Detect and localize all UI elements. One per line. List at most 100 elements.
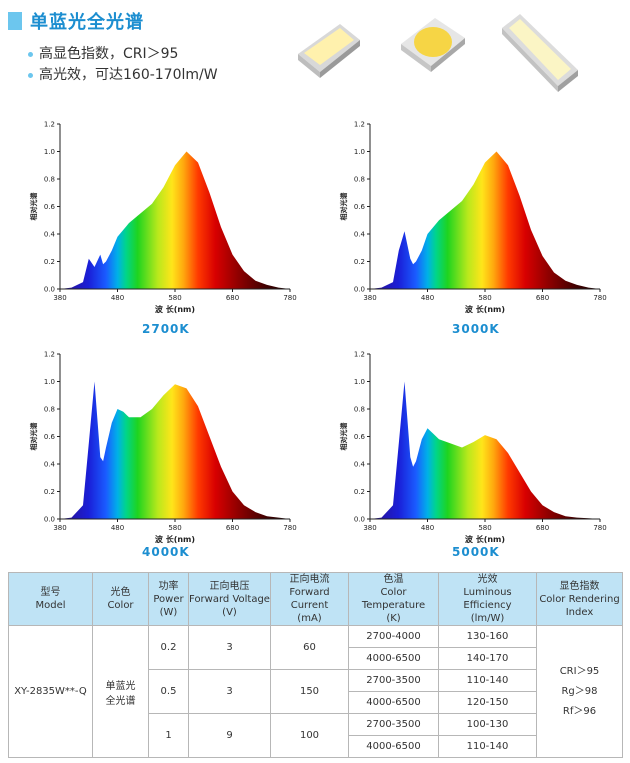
cell-current: 150 xyxy=(270,669,349,714)
x-axis-label: 波 长(nm) xyxy=(465,304,505,314)
x-tick-label: 480 xyxy=(111,524,124,532)
cell-model: XY-2835W**-Q xyxy=(8,625,93,758)
y-tick-label: 0.2 xyxy=(354,258,365,266)
y-tick-label: 1.2 xyxy=(354,351,365,359)
x-tick-label: 480 xyxy=(111,294,124,302)
y-tick-label: 0.6 xyxy=(354,433,366,441)
y-tick-label: 0.0 xyxy=(354,516,365,524)
y-tick-label: 0.4 xyxy=(44,231,56,239)
table-row: 4000-6500 120-150 xyxy=(9,691,623,714)
y-tick-label: 1.0 xyxy=(44,148,55,156)
table-row: 0.5 3 150 2700-3500 110-140 xyxy=(9,669,623,714)
y-tick-label: 1.2 xyxy=(44,351,55,359)
page-title: 单蓝光全光谱 xyxy=(30,12,144,33)
header-color: 光色 Color xyxy=(92,572,149,626)
cell-voltage: 3 xyxy=(188,669,271,714)
x-tick-label: 380 xyxy=(53,294,66,302)
title-marker xyxy=(8,12,22,30)
y-tick-label: 1.0 xyxy=(354,148,365,156)
x-axis-label: 波 长(nm) xyxy=(155,534,195,544)
cell-efficiency: 140-170 xyxy=(438,647,537,670)
cell-color-temperature: 4000-6500 xyxy=(348,735,439,758)
y-tick-label: 1.2 xyxy=(354,121,365,129)
y-tick-label: 0.8 xyxy=(354,406,365,414)
spectrum-chart-2700k: 0.0 0.2 0.4 0.6 0.8 1.0 1.2 380 480 580 680 780 波 长(… xyxy=(28,118,303,318)
bullet-dot-icon xyxy=(28,73,33,78)
x-tick-label: 580 xyxy=(168,294,181,302)
spectrum-area xyxy=(370,151,600,289)
led-chip-image-2 xyxy=(395,8,470,84)
x-tick-label: 780 xyxy=(593,294,606,302)
spectrum-chart-5000k: 0.0 0.2 0.4 0.6 0.8 1.0 1.2 380 480 580 680 780 波 长(… xyxy=(338,348,613,548)
y-tick-label: 0.0 xyxy=(44,516,55,524)
header-model: 型号 Model xyxy=(8,572,93,626)
y-tick-label: 0.8 xyxy=(44,406,55,414)
x-tick-label: 780 xyxy=(593,524,606,532)
table-row: 4000-6500 110-140 xyxy=(9,735,623,758)
cell-color-temperature: 2700-4000 xyxy=(348,625,439,648)
chart-label-4000k: 4000K xyxy=(142,545,190,559)
x-tick-label: 780 xyxy=(283,294,296,302)
x-tick-label: 780 xyxy=(283,524,296,532)
y-tick-label: 1.0 xyxy=(354,378,365,386)
y-tick-label: 0.4 xyxy=(354,461,366,469)
cell-color-temperature: 4000-6500 xyxy=(348,647,439,670)
cell-voltage: 9 xyxy=(188,713,271,758)
table-row: XY-2835W**-Q 单蓝光 全光谱 0.2 3 60 2700-4000 1… xyxy=(8,625,623,758)
x-tick-label: 380 xyxy=(53,524,66,532)
cell-power: 1 xyxy=(148,713,189,758)
x-tick-label: 680 xyxy=(536,524,549,532)
cell-efficiency: 110-140 xyxy=(438,669,537,692)
cell-color-temperature: 2700-3500 xyxy=(348,713,439,736)
cell-efficiency: 120-150 xyxy=(438,691,537,714)
y-tick-label: 0.6 xyxy=(44,203,56,211)
cell-color-temperature: 2700-3500 xyxy=(348,669,439,692)
header-color-temperature: 色温 Color Temperature (K) xyxy=(348,572,439,626)
cell-power: 0.2 xyxy=(148,625,189,670)
x-axis-label: 波 长(nm) xyxy=(155,304,195,314)
cell-efficiency: 130-160 xyxy=(438,625,537,648)
x-tick-label: 680 xyxy=(226,294,239,302)
header-voltage: 正向电压 Forward Voltage (V) xyxy=(188,572,271,626)
table-header-row: 型号 Model 光色 Color 功率 Power (W) 正向电压 Forward V… xyxy=(8,572,623,626)
spectrum-area xyxy=(60,381,290,519)
y-tick-label: 0.2 xyxy=(354,488,365,496)
header-cri: 显色指数 Color Rendering Index xyxy=(536,572,623,626)
x-tick-label: 380 xyxy=(363,294,376,302)
x-tick-label: 580 xyxy=(478,524,491,532)
chart-label-2700k: 2700K xyxy=(142,322,190,336)
page-header: 单蓝光全光谱 xyxy=(8,10,144,33)
x-tick-label: 580 xyxy=(478,294,491,302)
x-tick-label: 380 xyxy=(363,524,376,532)
header-current: 正向电流 Forward Current (mA) xyxy=(270,572,349,626)
y-tick-label: 0.2 xyxy=(44,258,55,266)
cell-current: 100 xyxy=(270,713,349,758)
x-tick-label: 480 xyxy=(421,524,434,532)
x-tick-label: 680 xyxy=(536,294,549,302)
y-tick-label: 0.2 xyxy=(44,488,55,496)
led-chip-image-3 xyxy=(492,6,584,98)
x-tick-label: 680 xyxy=(226,524,239,532)
feature-text: 高光效，可达160-170lm/W xyxy=(39,67,218,83)
cell-voltage: 3 xyxy=(188,625,271,670)
y-tick-label: 0.8 xyxy=(44,176,55,184)
spectrum-chart-3000k: 0.0 0.2 0.4 0.6 0.8 1.0 1.2 380 480 580 680 780 波 长(… xyxy=(338,118,613,318)
led-chip-image-1 xyxy=(290,14,365,88)
x-tick-label: 580 xyxy=(168,524,181,532)
cell-power: 0.5 xyxy=(148,669,189,714)
y-axis-label: 相对光谱 xyxy=(29,193,38,221)
cell-color-temperature: 4000-6500 xyxy=(348,691,439,714)
feature-item: 高显色指数，CRI＞95 xyxy=(28,44,218,65)
cell-color: 单蓝光 全光谱 xyxy=(92,625,149,758)
y-axis-label: 相对光谱 xyxy=(339,423,348,451)
y-tick-label: 1.2 xyxy=(44,121,55,129)
x-axis-label: 波 长(nm) xyxy=(465,534,505,544)
spectrum-area xyxy=(60,151,290,289)
bullet-dot-icon xyxy=(28,52,33,57)
chart-label-3000k: 3000K xyxy=(452,322,500,336)
y-axis-label: 相对光谱 xyxy=(339,193,348,221)
y-tick-label: 0.0 xyxy=(44,286,55,294)
cell-efficiency: 100-130 xyxy=(438,713,537,736)
cell-efficiency: 110-140 xyxy=(438,735,537,758)
spectrum-chart-4000k: 0.0 0.2 0.4 0.6 0.8 1.0 1.2 380 480 580 680 780 波 长(… xyxy=(28,348,303,548)
